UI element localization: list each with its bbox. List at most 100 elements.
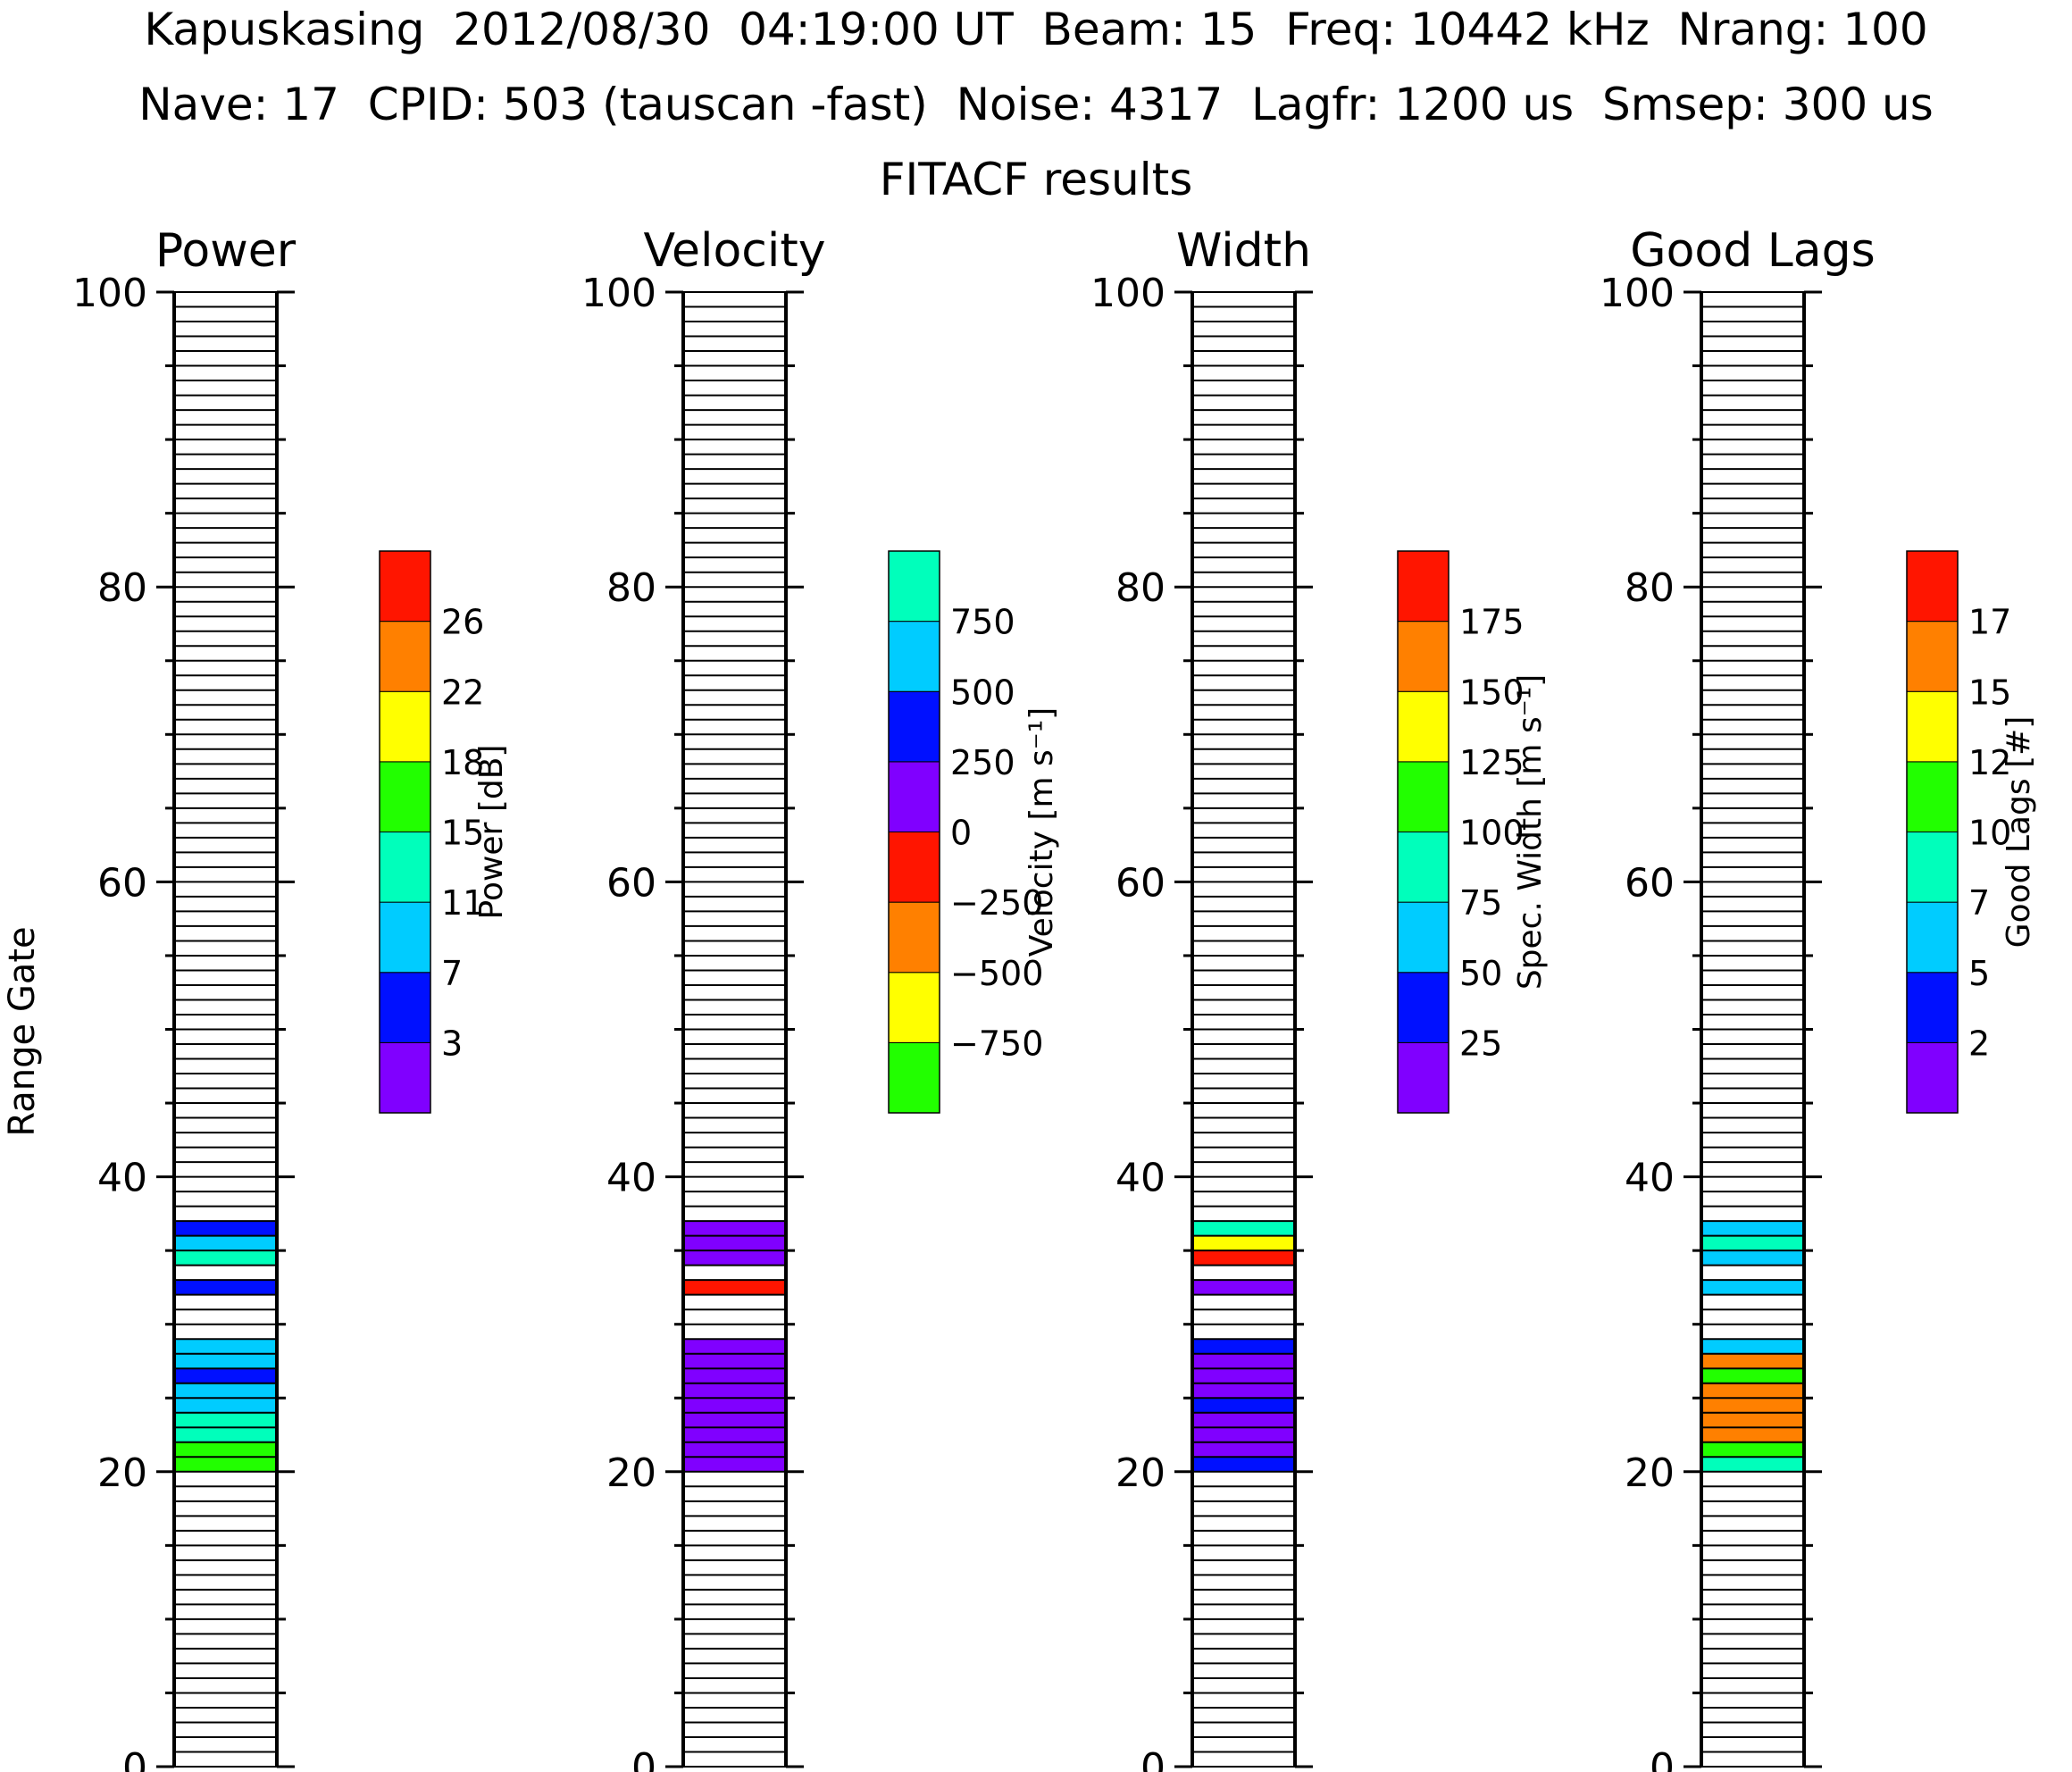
gate-cell-35 — [1192, 1235, 1295, 1251]
colorbar: 3 7 11 15 18 22 26 Power [dB] — [379, 550, 510, 1114]
gate-cell-36 — [1192, 1221, 1295, 1236]
y-tick-label: 20 — [606, 1450, 656, 1496]
gate-cell-26 — [174, 1368, 277, 1383]
colorbar-tick-label: 7 — [1968, 883, 1990, 923]
colorbar-swatch — [888, 1041, 940, 1114]
y-tick-label: 0 — [1650, 1745, 1675, 1772]
y-tick-label: 0 — [122, 1745, 147, 1772]
colorbar-swatch — [1397, 832, 1450, 903]
y-tick-label: 0 — [1140, 1745, 1166, 1772]
y-tick-label: 20 — [97, 1450, 147, 1496]
y-tick-label: 60 — [1625, 860, 1675, 906]
colorbar-frame — [379, 550, 431, 1114]
colorbar-swatch — [1906, 761, 1959, 832]
colorbar-tick-label: 3 — [441, 1024, 463, 1063]
colorbar-tick-label: 15 — [441, 814, 484, 853]
gate-cell-20 — [1192, 1457, 1295, 1472]
colorbar-swatch — [379, 550, 431, 623]
colorbar-tick-label: 100 — [1459, 814, 1525, 853]
y-tick-label: 20 — [1115, 1450, 1166, 1496]
header-line-3: FITACF results — [879, 154, 1193, 205]
y-tick-label: 100 — [1600, 271, 1675, 316]
gate-cell-36 — [683, 1221, 786, 1236]
panel-velocity: Velocity 0 20 40 60 80 100 −750 −500 −250 0 250 500 7… — [581, 224, 1060, 1772]
header-line-2: Nave: 17 CPID: 503 (tauscan -fast) Noise… — [138, 79, 1934, 130]
panel-title: Good Lags — [1630, 224, 1875, 278]
colorbar-swatch — [1397, 690, 1450, 763]
panel-good-lags: Good Lags 0 20 40 60 80 100 2 5 7 10 12 15 17 Good Lag… — [1600, 224, 2037, 1772]
y-tick-label: 40 — [1115, 1156, 1166, 1201]
colorbar-swatch — [379, 1041, 431, 1114]
colorbar-tick-label: 7 — [441, 954, 463, 993]
y-tick-label: 40 — [97, 1156, 147, 1201]
colorbar-tick-label: −750 — [950, 1024, 1043, 1063]
gate-cell-20 — [1701, 1457, 1804, 1472]
colorbar-label: Spec. Width [m s⁻¹] — [1512, 674, 1549, 990]
colorbar-swatch — [888, 901, 940, 974]
gate-cell-21 — [683, 1442, 786, 1458]
colorbar-label: Power [dB] — [473, 745, 510, 920]
colorbar-swatch — [1397, 550, 1450, 623]
colorbar-tick-label: 2 — [1968, 1024, 1990, 1063]
gate-cell-23 — [1192, 1412, 1295, 1428]
gate-cell-25 — [683, 1383, 786, 1399]
header-line-1: Kapuskasing 2012/08/30 04:19:00 UT Beam:… — [144, 4, 1928, 55]
gate-cell-22 — [1701, 1427, 1804, 1442]
colorbar-tick-label: 0 — [950, 814, 972, 853]
colorbar-swatch — [379, 901, 431, 974]
gate-cell-25 — [1192, 1383, 1295, 1399]
panel-title: Velocity — [644, 224, 826, 278]
colorbar-tick-label: 26 — [441, 603, 484, 642]
colorbar-tick-label: 18 — [441, 743, 484, 782]
gate-cell-24 — [683, 1398, 786, 1413]
gate-cell-34 — [174, 1250, 277, 1266]
y-axis-label: Range Gate — [2, 926, 43, 1136]
colorbar-swatch — [1906, 690, 1959, 763]
colorbar-swatch — [379, 621, 431, 692]
panel-power: Power 0 20 40 60 80 100 3 7 11 15 18 22 26 Power [dB] — [72, 224, 510, 1772]
y-tick-label: 60 — [606, 860, 656, 906]
gate-cell-26 — [1701, 1368, 1804, 1383]
gate-cell-20 — [174, 1457, 277, 1472]
gate-cell-22 — [174, 1427, 277, 1442]
gate-cell-22 — [683, 1427, 786, 1442]
gate-cell-28 — [1192, 1339, 1295, 1354]
gate-cell-23 — [174, 1412, 277, 1428]
colorbar-swatch — [379, 972, 431, 1043]
gate-cell-21 — [1701, 1442, 1804, 1458]
colorbar: 2 5 7 10 12 15 17 Good Lags [#] — [1906, 550, 2037, 1114]
panel-title: Width — [1176, 224, 1311, 278]
colorbar-tick-label: 11 — [441, 883, 484, 923]
gate-cell-28 — [1701, 1339, 1804, 1354]
colorbar-tick-label: 15 — [1968, 673, 2011, 712]
y-tick-label: 20 — [1625, 1450, 1675, 1496]
gate-cell-24 — [1192, 1398, 1295, 1413]
colorbar-label: Velocity [m s⁻¹] — [1023, 707, 1060, 957]
y-tick-label: 100 — [1090, 271, 1166, 316]
colorbar: 25 50 75 100 125 150 175 Spec. Width [m s⁻¹] — [1397, 550, 1549, 1114]
colorbar-swatch — [379, 761, 431, 832]
gate-cell-34 — [683, 1250, 786, 1266]
gate-cell-35 — [683, 1235, 786, 1251]
gate-cell-35 — [1701, 1235, 1804, 1251]
colorbar-tick-label: 150 — [1459, 673, 1525, 712]
colorbar-tick-label: −500 — [950, 954, 1043, 993]
gate-cell-34 — [1701, 1250, 1804, 1266]
gate-cell-32 — [1192, 1280, 1295, 1295]
gate-cell-24 — [1701, 1398, 1804, 1413]
colorbar-tick-label: 25 — [1459, 1024, 1502, 1063]
colorbar: −750 −500 −250 0 250 500 750 Velocity [m s⁻¹] — [888, 550, 1060, 1114]
panel-width: Width 0 20 40 60 80 100 25 50 75 100 125 150 175 Spec.… — [1090, 224, 1549, 1772]
colorbar-swatch — [1397, 901, 1450, 974]
gate-cell-23 — [1701, 1412, 1804, 1428]
colorbar-tick-label: 10 — [1968, 814, 2011, 853]
gate-cell-23 — [683, 1412, 786, 1428]
colorbar-frame — [1397, 550, 1450, 1114]
y-tick-label: 40 — [606, 1156, 656, 1201]
colorbar-tick-label: 125 — [1459, 743, 1525, 782]
colorbar-frame — [888, 550, 940, 1114]
gate-cell-36 — [1701, 1221, 1804, 1236]
gate-cell-21 — [1192, 1442, 1295, 1458]
gate-cell-21 — [174, 1442, 277, 1458]
y-tick-label: 80 — [97, 565, 147, 611]
